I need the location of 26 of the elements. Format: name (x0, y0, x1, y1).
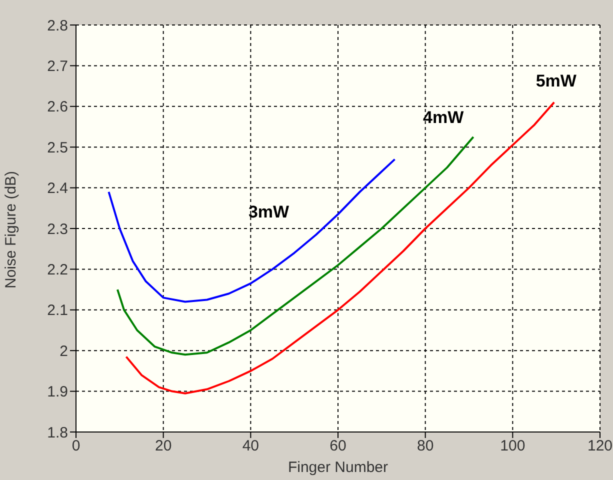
line-series (108, 158, 396, 303)
y-tick-label: 1.9 (47, 384, 68, 401)
series-label: 3mW (248, 202, 290, 222)
x-tick-label: 40 (242, 438, 260, 455)
y-tick-label: 2 (60, 342, 68, 360)
y-tick-label: 2.5 (47, 139, 68, 156)
x-tick-label: 20 (154, 438, 172, 455)
series-label: 4mW (423, 108, 465, 127)
y-tick-label: 2.8 (47, 17, 68, 34)
y-tick-label: 2.7 (47, 58, 68, 76)
y-axis-title: Noise Figure (dB) (2, 170, 20, 288)
y-tick-label: 1.8 (47, 424, 68, 442)
y-tick-label: 2.1 (47, 302, 68, 320)
line-series (125, 101, 556, 394)
y-tick-label: 2.3 (47, 220, 68, 238)
series-label: 5mW (536, 71, 578, 90)
x-tick-label: 100 (500, 438, 526, 455)
x-tick-label: 60 (330, 438, 346, 455)
x-tick-label: 80 (416, 438, 434, 455)
y-tick-label: 2.4 (47, 180, 68, 198)
x-tick-label: 120 (587, 438, 613, 455)
y-tick-label: 2.2 (47, 262, 68, 279)
y-tick-label: 2.6 (47, 98, 68, 116)
x-axis-title: Finger Number (288, 459, 388, 476)
x-tick-label: 0 (72, 438, 80, 455)
line-series (116, 136, 474, 356)
